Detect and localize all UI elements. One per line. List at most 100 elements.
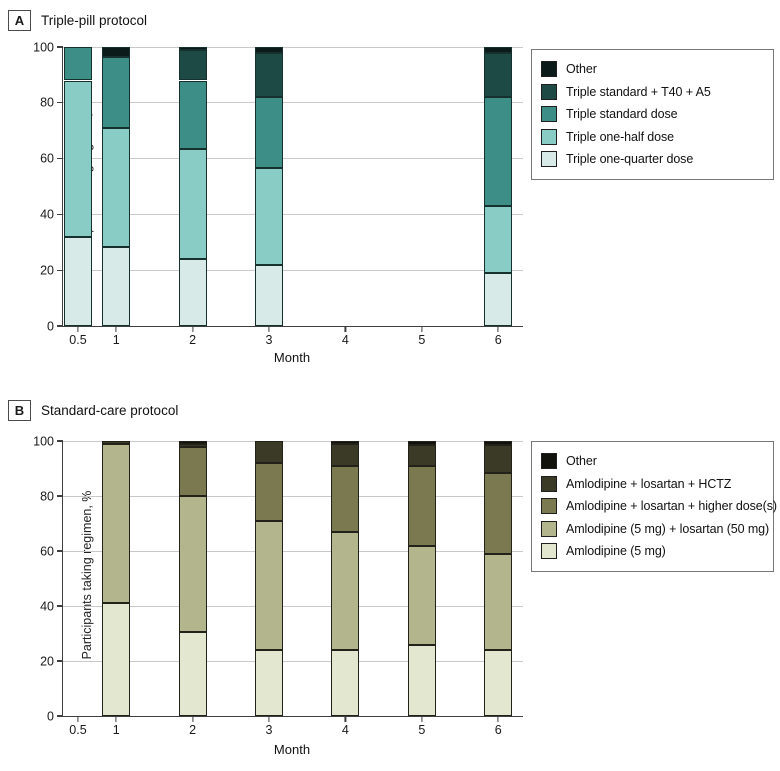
bar-segment xyxy=(255,520,283,650)
legend-item: Triple one-quarter dose xyxy=(541,148,764,171)
x-tick-label: 5 xyxy=(418,333,426,347)
bar-segment xyxy=(255,650,283,716)
x-axis-tick xyxy=(421,717,423,722)
bar-segment xyxy=(484,206,513,273)
legend-swatch xyxy=(541,475,557,492)
stacked-bar-month-3 xyxy=(255,47,283,326)
bar-segment xyxy=(178,443,207,447)
legend-item: Triple standard + T40 + A5 xyxy=(541,81,764,104)
gridline xyxy=(63,213,523,215)
x-axis-tick xyxy=(497,327,499,332)
stacked-bar-month-2 xyxy=(178,441,207,716)
gridline xyxy=(63,102,523,104)
bar-segment xyxy=(407,441,436,446)
bar-segment xyxy=(178,47,207,50)
bar-segment xyxy=(331,443,360,466)
gridline xyxy=(63,46,523,48)
legend-item: Amlodipine (5 mg) xyxy=(541,540,764,563)
bar-segment xyxy=(484,553,513,650)
bar-segment xyxy=(407,644,436,716)
bar-segment xyxy=(484,441,513,446)
legend-swatch xyxy=(541,543,557,560)
legend-swatch xyxy=(541,498,557,515)
y-axis-tick xyxy=(57,715,63,717)
bar-segment xyxy=(178,496,207,633)
y-tick-label: 40 xyxy=(40,207,54,222)
y-axis-tick xyxy=(57,495,63,497)
x-axis-tick xyxy=(268,717,270,722)
x-tick-label: 2 xyxy=(189,333,197,347)
stacked-bar-month-4 xyxy=(331,441,360,716)
y-axis-tick xyxy=(57,213,63,215)
x-tick-label: 3 xyxy=(265,723,273,737)
x-tick-label: 0.5 xyxy=(69,333,87,347)
y-tick-label: 80 xyxy=(40,488,54,503)
bar-segment xyxy=(178,446,207,496)
x-tick-label: 0.5 xyxy=(69,723,87,737)
x-axis-tick xyxy=(344,717,346,722)
y-axis-tick xyxy=(57,46,63,48)
stacked-bar-month-0.5 xyxy=(64,47,92,326)
panel-a: A Triple-pill protocol Participants taki… xyxy=(8,10,774,365)
panel-b-x-axis-label: Month xyxy=(273,742,311,757)
legend-label: Triple one-quarter dose xyxy=(566,152,694,167)
y-tick-label: 20 xyxy=(40,653,54,668)
legend-label: Triple standard + T40 + A5 xyxy=(566,84,711,99)
legend-item: Triple one-half dose xyxy=(541,126,764,149)
bar-segment xyxy=(178,259,207,326)
x-tick-label: 3 xyxy=(265,333,273,347)
stacked-bar-month-1 xyxy=(102,47,131,326)
bar-segment xyxy=(484,445,513,473)
gridline xyxy=(63,550,523,552)
bar-segment xyxy=(102,127,131,247)
legend-swatch xyxy=(541,106,557,123)
legend-swatch xyxy=(541,453,557,470)
legend-item: Amlodipine (5 mg) + losartan (50 mg) xyxy=(541,518,769,541)
bar-segment xyxy=(484,472,513,554)
panel-a-title: Triple-pill protocol xyxy=(41,13,148,28)
bar-segment xyxy=(102,47,131,57)
bar-segment xyxy=(178,148,207,260)
y-axis-tick xyxy=(57,158,63,160)
bar-segment xyxy=(255,47,283,53)
bar-segment xyxy=(102,441,131,444)
legend-label: Amlodipine + losartan + higher dose(s) xyxy=(566,499,777,514)
x-tick-label: 1 xyxy=(112,333,120,347)
stacked-bar-month-5 xyxy=(407,441,436,716)
x-tick-label: 4 xyxy=(341,723,349,737)
panel-b-title: Standard-care protocol xyxy=(41,403,179,418)
x-tick-label: 4 xyxy=(341,333,349,347)
gridline xyxy=(63,158,523,160)
legend-label: Triple one-half dose xyxy=(566,129,675,144)
bar-segment xyxy=(407,545,436,645)
legend-label: Other xyxy=(566,454,597,469)
bar-segment xyxy=(178,632,207,716)
y-axis-tick xyxy=(57,550,63,552)
panel-b: B Standard-care protocol Participants ta… xyxy=(0,390,780,771)
stacked-bar-month-6 xyxy=(484,441,513,716)
bar-segment xyxy=(407,445,436,466)
x-axis-tick xyxy=(77,717,79,722)
y-tick-label: 20 xyxy=(40,262,54,277)
legend-swatch xyxy=(541,128,557,145)
x-axis-tick xyxy=(77,327,79,332)
bar-segment xyxy=(102,603,131,716)
x-axis-tick xyxy=(344,327,346,332)
bar-segment xyxy=(484,97,513,207)
bar-segment xyxy=(255,463,283,521)
legend-swatch xyxy=(541,151,557,168)
legend-swatch xyxy=(541,520,557,537)
x-axis-tick xyxy=(192,717,194,722)
bar-segment xyxy=(255,52,283,98)
x-axis-tick xyxy=(115,717,117,722)
legend-label: Amlodipine (5 mg) + losartan (50 mg) xyxy=(566,521,770,536)
panel-a-plot-area: Participants taking regimen, % 020406080… xyxy=(33,41,523,346)
legend-label: Other xyxy=(566,62,597,77)
bar-segment xyxy=(178,49,207,81)
bar-segment xyxy=(64,47,92,81)
y-tick-label: 100 xyxy=(33,433,54,448)
panel-b-plot-area: Participants taking regimen, % 0 20 40 60 80… xyxy=(33,435,523,736)
x-tick-label: 2 xyxy=(189,723,197,737)
gridline xyxy=(63,440,523,442)
bar-segment xyxy=(331,465,360,532)
